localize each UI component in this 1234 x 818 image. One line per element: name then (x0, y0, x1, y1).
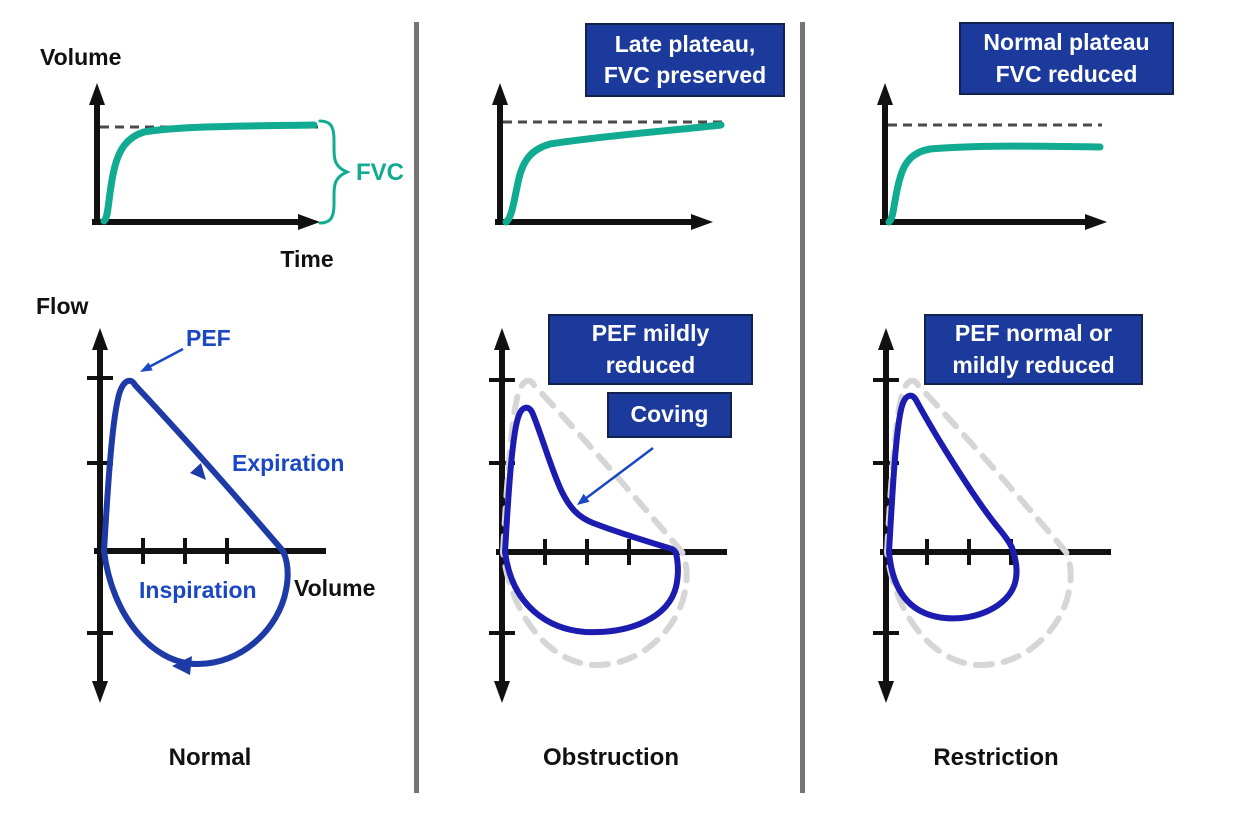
pef-pointer-line (148, 347, 184, 369)
expiration-label: Expiration (232, 450, 345, 476)
y-axis-arrow-icon (492, 83, 508, 105)
y-axis-down-arrow-icon (494, 681, 510, 703)
y-axis-up-arrow-icon (494, 328, 510, 350)
normal-reference-loop-dashed (883, 377, 1074, 669)
fvc-label: FVC (356, 159, 404, 186)
late-plateau-callout: Late plateau, FVC preserved (585, 23, 785, 97)
restriction-flow-volume-chart (873, 328, 1111, 703)
obstruction-volume-time-chart (492, 83, 725, 230)
callout-line: reduced (605, 351, 696, 378)
y-axis-down-arrow-icon (878, 681, 894, 703)
y-axis-up-arrow-icon (92, 328, 108, 350)
coving-pointer-arrow-icon (577, 493, 590, 505)
pef-mildly-reduced-callout: PEF mildly reduced (548, 314, 753, 385)
fvc-brace (318, 119, 351, 225)
callout-line: Late plateau, (614, 30, 756, 57)
restriction-flow-volume-loop (886, 392, 1020, 622)
callout-line: FVC preserved (603, 62, 767, 88)
normal-reference-loop-dashed (499, 377, 690, 669)
coving-pointer-line (584, 447, 654, 500)
x-axis-arrow-icon (298, 214, 320, 230)
x-axis-arrow-icon (691, 214, 713, 230)
callout-line: PEF mildly (591, 320, 710, 347)
normal-volume-flow-axis-label: Volume (294, 575, 376, 601)
callout-line: PEF normal or (954, 320, 1113, 347)
pef-label: PEF (186, 325, 231, 351)
inspiration-direction-arrow-icon (172, 656, 192, 675)
y-axis-down-arrow-icon (92, 681, 108, 703)
inspiration-label: Inspiration (139, 577, 257, 603)
restriction-volume-time-chart (877, 83, 1107, 230)
normal-volume-time-chart (89, 83, 351, 230)
volume-time-curve (100, 121, 318, 225)
callout-line: Normal plateau (983, 29, 1150, 56)
y-axis-arrow-icon (89, 83, 105, 105)
caption-normal: Normal (168, 744, 252, 771)
pef-pointer-arrow-icon (140, 362, 153, 372)
obstruction-flow-volume-chart (489, 328, 727, 703)
callout-line: mildly reduced (952, 351, 1115, 378)
flow-axis-label: Flow (36, 293, 89, 319)
y-axis-arrow-icon (877, 83, 893, 105)
normal-plateau-callout: Normal plateau FVC reduced (959, 22, 1174, 95)
expiration-direction-arrow-icon (190, 463, 206, 480)
x-axis-arrow-icon (1085, 214, 1107, 230)
obstruction-flow-volume-loop (502, 404, 681, 636)
coving-callout: Coving (607, 392, 732, 438)
column-divider-left (414, 22, 419, 793)
caption-restriction: Restriction (933, 744, 1059, 771)
callout-line: Coving (630, 401, 709, 428)
pef-normal-callout: PEF normal or mildly reduced (924, 314, 1143, 385)
caption-obstruction: Obstruction (543, 744, 679, 771)
normal-flow-volume-loop (101, 377, 291, 668)
normal-time-axis-label: Time (280, 246, 334, 272)
normal-volume-axis-label: Volume (40, 44, 122, 70)
callout-line: FVC reduced (995, 60, 1138, 87)
normal-flow-volume-chart (87, 328, 326, 703)
volume-time-curve (502, 121, 725, 226)
volume-time-curve (885, 142, 1104, 226)
column-divider-right (800, 22, 805, 793)
y-axis-up-arrow-icon (878, 328, 894, 350)
